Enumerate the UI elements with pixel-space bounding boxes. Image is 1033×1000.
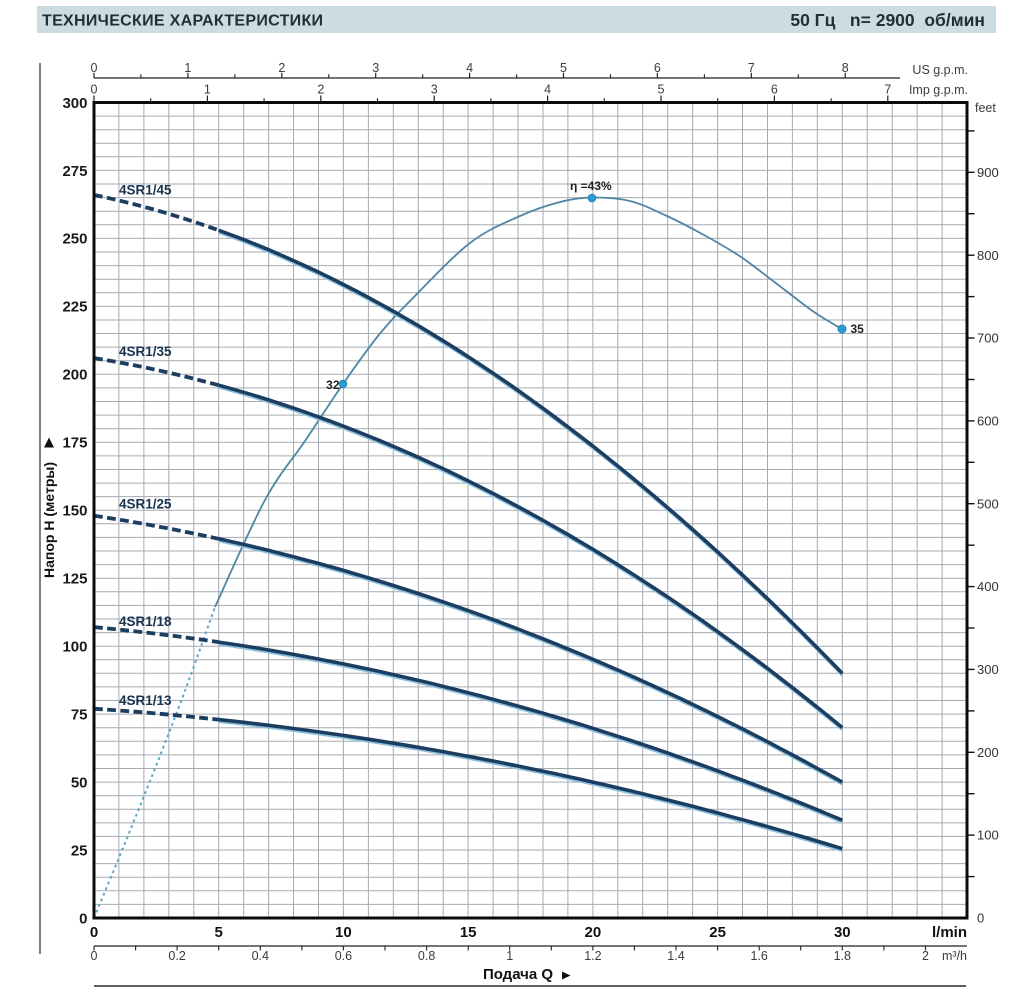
svg-text:0: 0 — [977, 911, 984, 926]
svg-text:125: 125 — [62, 571, 87, 588]
svg-text:3: 3 — [372, 61, 379, 75]
svg-text:10: 10 — [335, 924, 352, 941]
svg-text:2: 2 — [922, 949, 929, 963]
svg-text:4SR1/25: 4SR1/25 — [119, 497, 172, 512]
svg-text:300: 300 — [977, 662, 999, 677]
svg-text:200: 200 — [977, 745, 999, 760]
svg-text:50: 50 — [71, 774, 88, 791]
svg-text:Imp g.p.m.: Imp g.p.m. — [909, 83, 968, 97]
svg-text:l/min: l/min — [932, 924, 967, 941]
svg-text:0.8: 0.8 — [418, 949, 435, 963]
svg-text:1: 1 — [184, 61, 191, 75]
svg-text:Подача Q: Подача Q — [483, 966, 553, 983]
svg-text:75: 75 — [71, 706, 88, 723]
svg-text:m³/h: m³/h — [942, 949, 967, 963]
svg-text:100: 100 — [62, 639, 87, 656]
svg-text:1.6: 1.6 — [751, 949, 768, 963]
svg-text:4: 4 — [544, 83, 551, 97]
svg-text:35: 35 — [851, 322, 865, 336]
svg-text:4SR1/45: 4SR1/45 — [119, 183, 172, 198]
svg-text:1: 1 — [506, 949, 513, 963]
svg-text:6: 6 — [771, 83, 778, 97]
svg-text:400: 400 — [977, 579, 999, 594]
svg-text:32: 32 — [326, 378, 340, 392]
svg-text:η =43%: η =43% — [570, 179, 612, 193]
svg-text:4SR1/13: 4SR1/13 — [119, 693, 172, 708]
svg-text:0: 0 — [79, 910, 87, 927]
svg-text:US g.p.m.: US g.p.m. — [912, 63, 968, 77]
svg-text:600: 600 — [977, 414, 999, 429]
svg-text:5: 5 — [658, 83, 665, 97]
svg-text:225: 225 — [62, 299, 87, 316]
svg-text:0.4: 0.4 — [252, 949, 269, 963]
svg-text:0.2: 0.2 — [168, 949, 185, 963]
svg-text:0: 0 — [91, 83, 98, 97]
svg-text:2: 2 — [278, 61, 285, 75]
svg-text:4SR1/35: 4SR1/35 — [119, 344, 172, 359]
svg-text:100: 100 — [977, 828, 999, 843]
svg-text:8: 8 — [842, 61, 849, 75]
svg-text:25: 25 — [71, 842, 88, 859]
svg-text:20: 20 — [585, 924, 602, 941]
svg-text:3: 3 — [431, 83, 438, 97]
svg-text:4SR1/18: 4SR1/18 — [119, 614, 172, 629]
svg-text:7: 7 — [884, 83, 891, 97]
svg-text:15: 15 — [460, 924, 477, 941]
svg-text:2: 2 — [317, 83, 324, 97]
svg-text:30: 30 — [834, 924, 851, 941]
svg-text:0: 0 — [91, 61, 98, 75]
svg-text:0: 0 — [90, 924, 98, 941]
svg-text:300: 300 — [62, 95, 87, 112]
svg-text:feet: feet — [975, 101, 996, 115]
svg-text:500: 500 — [977, 496, 999, 511]
svg-text:5: 5 — [215, 924, 223, 941]
svg-text:800: 800 — [977, 248, 999, 263]
svg-text:1.2: 1.2 — [584, 949, 601, 963]
svg-text:150: 150 — [62, 503, 87, 520]
svg-text:Напор H (метры): Напор H (метры) — [41, 462, 57, 578]
svg-text:7: 7 — [748, 61, 755, 75]
svg-text:0: 0 — [91, 949, 98, 963]
svg-text:200: 200 — [62, 367, 87, 384]
svg-text:175: 175 — [62, 435, 87, 452]
svg-text:5: 5 — [560, 61, 567, 75]
svg-text:50 Гц n= 2900 об/мин: 50 Гц n= 2900 об/мин — [790, 10, 985, 30]
svg-text:4: 4 — [466, 61, 473, 75]
svg-text:250: 250 — [62, 231, 87, 248]
svg-text:1: 1 — [204, 83, 211, 97]
svg-text:1.4: 1.4 — [667, 949, 684, 963]
svg-text:25: 25 — [709, 924, 726, 941]
svg-text:0.6: 0.6 — [335, 949, 352, 963]
svg-text:275: 275 — [62, 163, 87, 180]
svg-text:ТЕХНИЧЕСКИЕ ХАРАКТЕРИСТИКИ: ТЕХНИЧЕСКИЕ ХАРАКТЕРИСТИКИ — [42, 13, 323, 30]
svg-text:700: 700 — [977, 331, 999, 346]
svg-text:6: 6 — [654, 61, 661, 75]
svg-text:1.8: 1.8 — [834, 949, 851, 963]
svg-text:900: 900 — [977, 165, 999, 180]
